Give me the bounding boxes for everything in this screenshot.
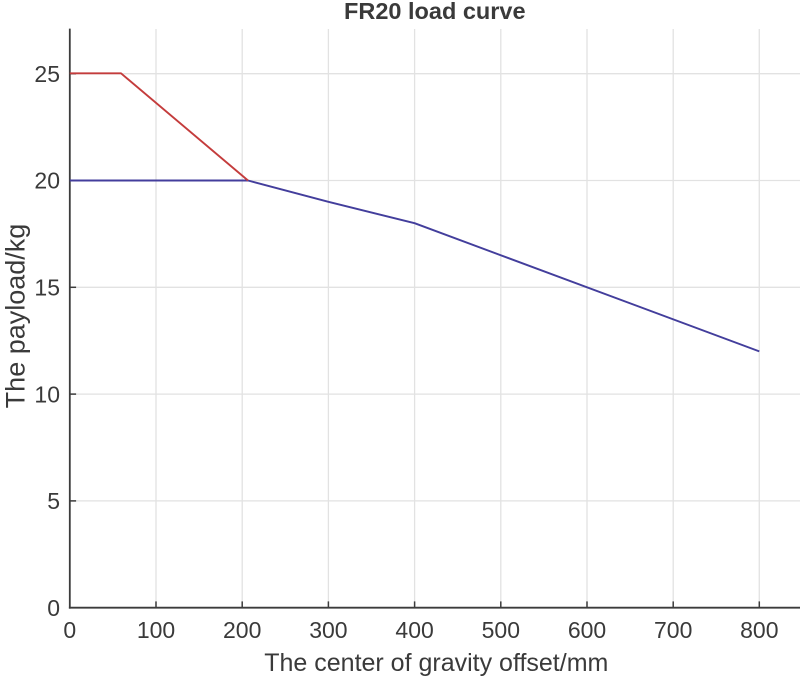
svg-text:FR20 load curve: FR20 load curve xyxy=(344,0,526,24)
svg-text:100: 100 xyxy=(137,617,175,643)
svg-text:5: 5 xyxy=(47,488,60,514)
svg-text:800: 800 xyxy=(740,617,778,643)
svg-text:10: 10 xyxy=(34,381,60,407)
svg-text:600: 600 xyxy=(568,617,606,643)
svg-text:700: 700 xyxy=(654,617,692,643)
svg-text:20: 20 xyxy=(34,168,60,194)
svg-text:400: 400 xyxy=(395,617,433,643)
svg-text:0: 0 xyxy=(47,595,60,621)
svg-text:15: 15 xyxy=(34,275,60,301)
svg-text:200: 200 xyxy=(223,617,261,643)
svg-text:500: 500 xyxy=(482,617,520,643)
svg-text:The payload/kg: The payload/kg xyxy=(1,224,31,409)
svg-text:The center of gravity offset/m: The center of gravity offset/mm xyxy=(264,649,608,677)
svg-text:25: 25 xyxy=(34,61,60,87)
svg-text:0: 0 xyxy=(63,617,76,643)
svg-text:300: 300 xyxy=(309,617,347,643)
